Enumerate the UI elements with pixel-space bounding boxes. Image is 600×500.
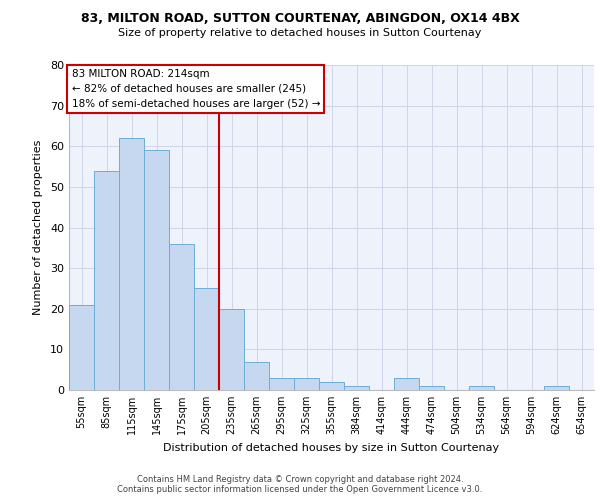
Bar xyxy=(419,386,444,390)
X-axis label: Distribution of detached houses by size in Sutton Courtenay: Distribution of detached houses by size … xyxy=(163,442,500,452)
Bar xyxy=(544,386,569,390)
Bar xyxy=(344,386,369,390)
Bar xyxy=(144,150,169,390)
Bar xyxy=(469,386,494,390)
Text: 83 MILTON ROAD: 214sqm
← 82% of detached houses are smaller (245)
18% of semi-de: 83 MILTON ROAD: 214sqm ← 82% of detached… xyxy=(71,69,320,108)
Text: Size of property relative to detached houses in Sutton Courtenay: Size of property relative to detached ho… xyxy=(118,28,482,38)
Bar xyxy=(294,378,319,390)
Bar xyxy=(244,362,269,390)
Bar xyxy=(394,378,419,390)
Text: 83, MILTON ROAD, SUTTON COURTENAY, ABINGDON, OX14 4BX: 83, MILTON ROAD, SUTTON COURTENAY, ABING… xyxy=(80,12,520,26)
Bar xyxy=(269,378,294,390)
Bar xyxy=(119,138,144,390)
Text: Contains HM Land Registry data © Crown copyright and database right 2024.: Contains HM Land Registry data © Crown c… xyxy=(137,475,463,484)
Text: Contains public sector information licensed under the Open Government Licence v3: Contains public sector information licen… xyxy=(118,485,482,494)
Bar xyxy=(169,244,194,390)
Y-axis label: Number of detached properties: Number of detached properties xyxy=(33,140,43,315)
Bar xyxy=(94,170,119,390)
Bar xyxy=(69,304,94,390)
Bar xyxy=(194,288,219,390)
Bar xyxy=(219,308,244,390)
Bar xyxy=(319,382,344,390)
